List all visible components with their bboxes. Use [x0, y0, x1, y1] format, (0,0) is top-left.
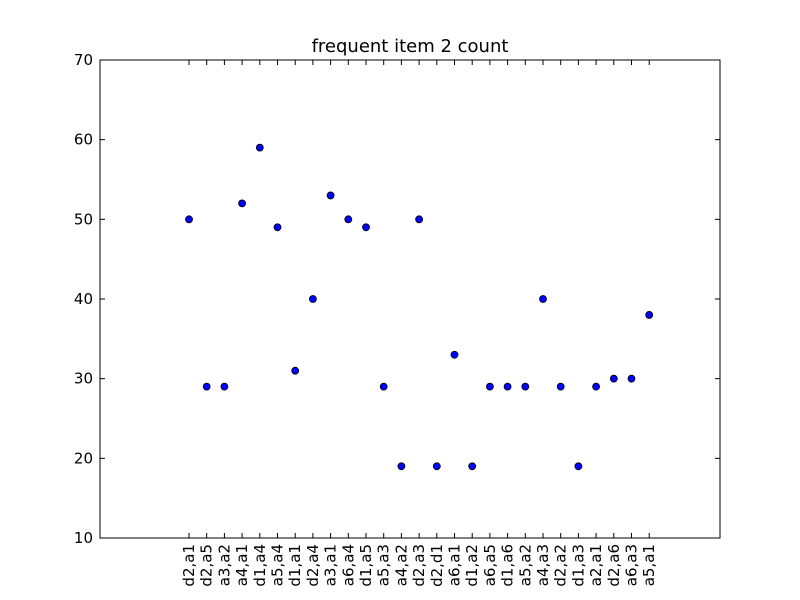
data-point: [238, 199, 247, 208]
y-tick-label: 70: [74, 51, 93, 69]
data-point: [627, 374, 636, 383]
data-point: [539, 295, 547, 303]
data-points: [185, 143, 654, 471]
y-tick-label: 40: [74, 290, 93, 308]
data-point: [556, 382, 565, 391]
data-point: [592, 382, 600, 391]
data-point: [503, 382, 512, 391]
x-tick-label: d2,a3: [410, 544, 428, 587]
data-point: [415, 215, 424, 224]
data-point: [220, 382, 229, 391]
x-tick-label: d1,a3: [569, 544, 587, 587]
data-point: [291, 366, 300, 375]
y-tick-label: 30: [74, 370, 93, 388]
x-tick-label: a6,a1: [446, 544, 464, 586]
x-tick-label: d2,a5: [198, 544, 216, 587]
data-point: [485, 382, 494, 391]
x-tick-label: a4,a2: [392, 544, 410, 586]
y-tick-label: 60: [74, 131, 93, 149]
y-tick-label: 50: [74, 210, 93, 228]
data-point: [308, 295, 317, 303]
data-point: [645, 311, 654, 319]
data-point: [202, 382, 211, 391]
x-tick-label: a3,a2: [215, 544, 233, 586]
x-tick-label: d1,a1: [286, 544, 304, 587]
data-point: [362, 223, 370, 232]
x-tick-label: d1,a6: [499, 544, 517, 587]
data-point: [344, 215, 353, 224]
x-tick-label: a2,a1: [587, 544, 605, 586]
data-point: [397, 462, 406, 471]
x-tick-label: a4,a1: [233, 544, 251, 586]
x-tick-label: d2,a1: [180, 544, 198, 587]
y-tick-label: 10: [74, 529, 93, 547]
x-tick-label: a3,a1: [322, 544, 340, 586]
x-tick-label: d1,a4: [251, 544, 269, 587]
x-tick-label: d2,d1: [428, 544, 446, 587]
x-tick-label: d2,a6: [605, 544, 623, 587]
x-tick-label: a6,a4: [339, 544, 357, 586]
data-point: [185, 215, 193, 224]
x-tick-label: d1,a2: [463, 544, 481, 587]
x-tick-label: a5,a2: [516, 544, 534, 586]
x-tick-label: a5,a3: [375, 544, 393, 586]
x-tick-label: a4,a3: [534, 544, 552, 586]
data-point: [450, 350, 459, 359]
x-tick-label: d2,a2: [552, 544, 570, 587]
data-point: [432, 462, 441, 471]
data-point: [379, 382, 388, 391]
data-point: [273, 223, 282, 232]
chart-title: frequent item 2 count: [312, 36, 509, 57]
x-tick-label: d2,a4: [304, 544, 322, 587]
data-point: [326, 191, 335, 200]
x-tick-label: a6,a3: [623, 544, 641, 586]
x-tick-label: a6,a5: [481, 544, 499, 586]
x-tick-label: a5,a4: [269, 544, 287, 586]
data-point: [574, 462, 583, 471]
x-tick-label: d1,a5: [357, 544, 375, 587]
x-tick-label: a5,a1: [640, 544, 658, 586]
y-tick-label: 20: [74, 449, 93, 467]
data-point: [521, 382, 530, 391]
plot-frame: [99, 59, 721, 539]
data-point: [468, 462, 477, 471]
data-point: [609, 374, 618, 383]
data-point: [255, 143, 264, 152]
